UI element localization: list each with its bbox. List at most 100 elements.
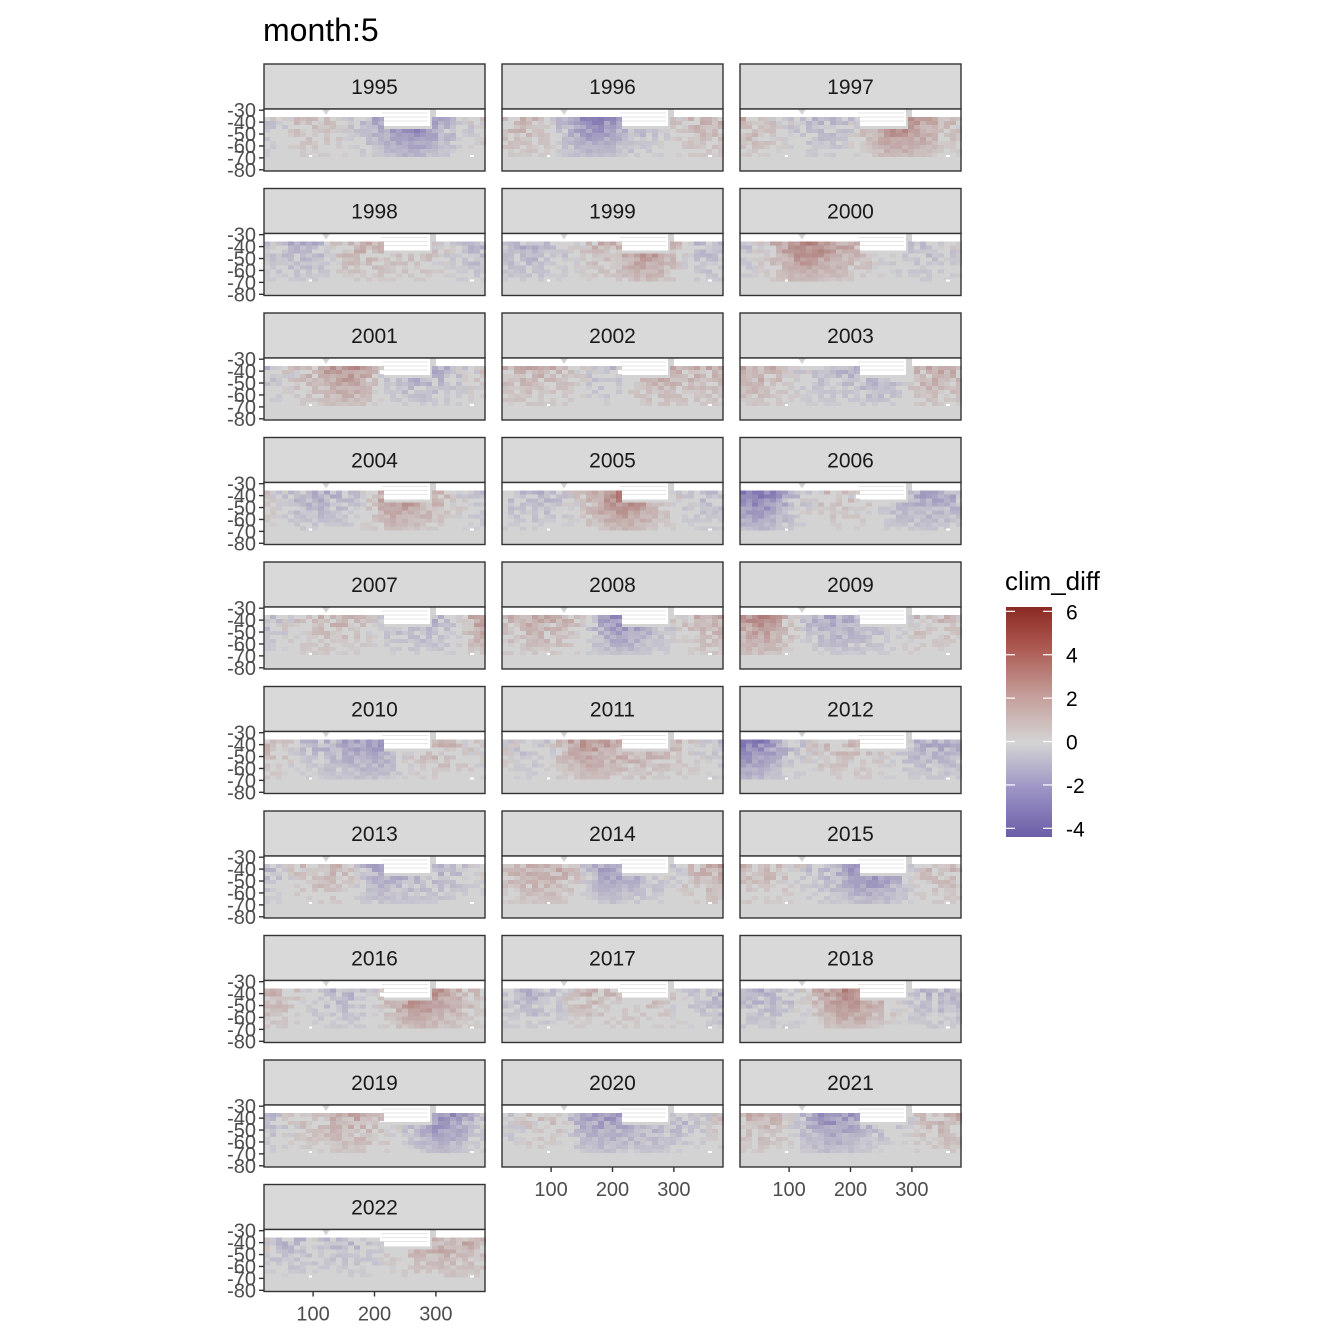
- no-data-strip: [740, 731, 961, 740]
- y-axis: -30-40-50-60-70-80: [227, 1096, 264, 1178]
- anomaly-cells: [264, 864, 486, 904]
- panel-border: [739, 481, 962, 546]
- x-tick-label: 200: [596, 1179, 629, 1201]
- land-shape: [906, 1105, 912, 1121]
- facet-strip-label: 2005: [589, 450, 636, 473]
- facet-panel-2010: 2010 -30-40-50-60-70-80: [227, 685, 486, 804]
- x-tick-label: 300: [419, 1304, 452, 1326]
- y-tick-label: -70: [227, 895, 256, 917]
- no-data-strip: [264, 109, 485, 117]
- no-data-strip: [502, 109, 723, 117]
- y-tick-label: -30: [227, 349, 256, 371]
- missing-speck: [309, 777, 312, 780]
- y-tick-label: -50: [227, 1245, 256, 1267]
- land-shape: [560, 856, 568, 862]
- facet-strip-label: 2015: [827, 823, 874, 846]
- y-tick-label: -40: [227, 1108, 256, 1130]
- anomaly-cells: [264, 241, 486, 282]
- no-data-strip: [740, 1105, 961, 1113]
- no-data-regions: [264, 980, 485, 998]
- panel-border: [501, 108, 724, 172]
- no-data-strip: [264, 1105, 485, 1113]
- legend-tick-label: 0: [1066, 732, 1078, 755]
- y-tick-label: -70: [227, 770, 256, 792]
- y-tick-label: -30: [227, 598, 256, 620]
- missing-speck: [547, 902, 550, 904]
- facet-panel-2016: 2016 -30-40-50-60-70-80: [227, 934, 486, 1053]
- land-shape: [322, 731, 330, 738]
- facet-strip: [263, 561, 486, 608]
- no-data-regions: [740, 856, 961, 873]
- y-tick-label: -80: [227, 1156, 256, 1178]
- land-shape: [798, 980, 806, 987]
- facet-strip-label: 2007: [351, 574, 398, 597]
- y-tick-label: -50: [227, 373, 256, 395]
- missing-speck: [708, 1026, 712, 1029]
- no-data-regions: [502, 482, 723, 500]
- y-tick-label: -50: [227, 871, 256, 893]
- no-data-strip: [264, 731, 485, 740]
- missing-speck: [309, 279, 312, 282]
- anomaly-cells: [264, 490, 486, 531]
- missing-speck: [785, 404, 788, 406]
- facet-strip-label: 2021: [827, 1072, 874, 1095]
- facet-panel-2015: 2015: [739, 810, 962, 919]
- facet-strip: [739, 312, 962, 359]
- anomaly-cells: [264, 1113, 486, 1153]
- facet-panel-2009: 2009: [739, 561, 962, 670]
- panel-border: [501, 979, 724, 1044]
- y-tick-label: -30: [227, 723, 256, 745]
- y-tick-label: -40: [227, 859, 256, 881]
- y-tick-label: -30: [227, 225, 256, 247]
- facet-strip: [263, 312, 486, 359]
- y-tick-label: -40: [227, 361, 256, 383]
- missing-speck: [309, 1026, 312, 1029]
- facet-panel-2001: 2001 -30-40-50-60-70-80: [227, 312, 486, 431]
- x-tick-label: 100: [534, 1179, 567, 1201]
- land-shape: [906, 358, 912, 374]
- facet-panel-2007: 2007 -30-40-50-60-70-80: [227, 561, 486, 680]
- chart-title: month:5: [263, 12, 379, 48]
- panel-border: [739, 232, 962, 297]
- y-tick-label: -50: [227, 498, 256, 520]
- no-data-strip: [740, 109, 961, 117]
- facet-strip-label: 2000: [827, 201, 874, 224]
- missing-speck: [785, 1151, 788, 1153]
- y-tick-label: -60: [227, 385, 256, 407]
- y-tick-label: -50: [227, 1120, 256, 1142]
- y-axis: -30-40-50-60-70-80: [227, 225, 264, 306]
- land-shape: [560, 607, 568, 613]
- y-axis: -30-40-50-60-70-80: [227, 723, 264, 804]
- anomaly-cells: [740, 615, 962, 655]
- land-shape: [560, 482, 568, 489]
- no-data-regions: [740, 607, 961, 624]
- y-tick-label: -70: [227, 272, 256, 294]
- facet-panel-2021: 2021 100 200 300: [739, 1059, 962, 1201]
- y-tick-label: -60: [227, 509, 256, 531]
- land-shape: [322, 233, 330, 240]
- x-tick-label: 200: [358, 1304, 391, 1326]
- facet-strip: [263, 810, 486, 857]
- panel-border: [263, 606, 486, 670]
- missing-speck: [946, 155, 950, 157]
- facet-strip-label: 2004: [351, 450, 398, 473]
- facet-strip-label: 1996: [589, 76, 636, 99]
- y-tick-label: -80: [227, 409, 256, 431]
- panel-border: [739, 108, 962, 172]
- panel-border: [739, 357, 962, 421]
- panel-border: [263, 357, 486, 421]
- facet-strip-label: 2002: [589, 325, 636, 348]
- panel-border: [739, 855, 962, 919]
- missing-speck: [309, 155, 312, 157]
- facet-strip: [263, 436, 486, 484]
- facet-strip-label: 1999: [589, 201, 636, 224]
- missing-speck: [309, 902, 312, 904]
- land-shape: [798, 482, 806, 489]
- no-data-strip: [740, 856, 961, 864]
- no-data-strip: [502, 607, 723, 615]
- land-shape: [798, 856, 806, 862]
- y-tick-label: -80: [227, 907, 256, 929]
- y-tick-label: -40: [227, 112, 256, 134]
